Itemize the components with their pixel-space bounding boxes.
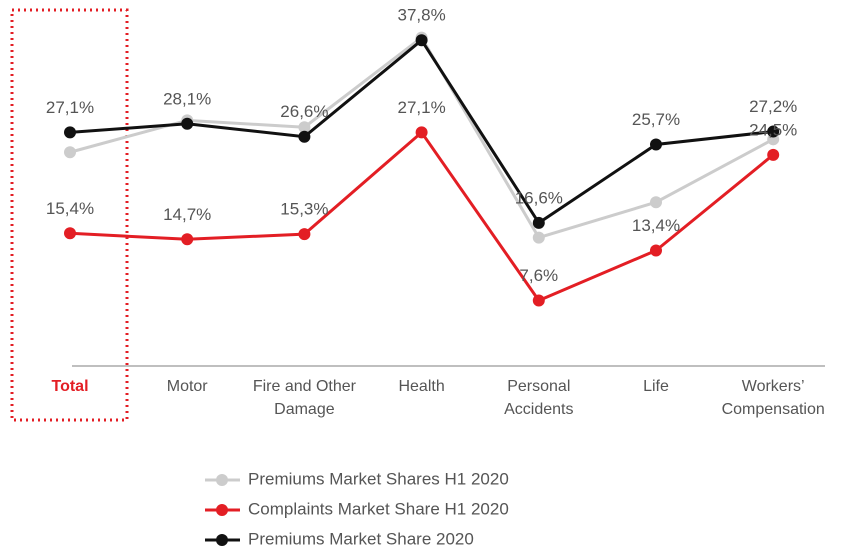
legend-marker — [216, 504, 228, 516]
data-point — [298, 228, 311, 241]
data-point — [181, 233, 194, 246]
data-label: 14,7% — [163, 205, 211, 224]
data-point — [298, 121, 311, 134]
data-point — [415, 126, 428, 139]
data-point — [532, 294, 545, 307]
data-point — [415, 34, 428, 47]
data-point — [532, 231, 545, 244]
data-point — [532, 216, 545, 229]
legend-label: Premiums Market Shares H1 2020 — [248, 469, 509, 488]
data-label: 13,4% — [632, 216, 680, 235]
legend-label: Premiums Market Share 2020 — [248, 529, 474, 548]
data-point — [650, 244, 662, 257]
x-tick-label: Life — [643, 378, 669, 395]
data-label: 15,3% — [280, 200, 328, 219]
legend-marker — [216, 534, 228, 546]
data-label: 24,5% — [749, 120, 797, 139]
data-label: 27,2% — [749, 97, 797, 116]
data-point — [64, 126, 76, 139]
data-label: 27,1% — [46, 98, 94, 117]
data-label: 7,6% — [519, 266, 558, 285]
data-point — [181, 117, 194, 130]
data-label: 28,1% — [163, 89, 211, 108]
data-label: 26,6% — [280, 102, 328, 121]
data-point — [650, 138, 662, 151]
legend-marker — [216, 474, 228, 486]
x-tick-label: Motor — [166, 378, 208, 395]
x-tick-label: Total — [51, 378, 89, 395]
data-label: 27,1% — [397, 98, 445, 117]
data-point — [298, 130, 311, 143]
x-tick-label: Fire and Other Damage — [252, 378, 356, 418]
data-label: 15,4% — [46, 199, 94, 218]
data-point — [767, 148, 780, 161]
highlight-box — [10, 8, 129, 422]
data-point — [64, 146, 76, 159]
x-tick-label: Health — [398, 378, 445, 395]
x-tick-label: Personal Accidents — [504, 378, 574, 418]
data-label: 16,6% — [515, 188, 563, 207]
data-point — [64, 227, 76, 240]
data-label: 37,8% — [397, 6, 445, 25]
data-label: 25,7% — [632, 110, 680, 129]
x-tick-label: Workers’ Compensation — [721, 378, 825, 418]
legend-label: Complaints Market Share H1 2020 — [248, 499, 509, 518]
data-point — [650, 196, 662, 209]
data-point — [767, 125, 780, 138]
